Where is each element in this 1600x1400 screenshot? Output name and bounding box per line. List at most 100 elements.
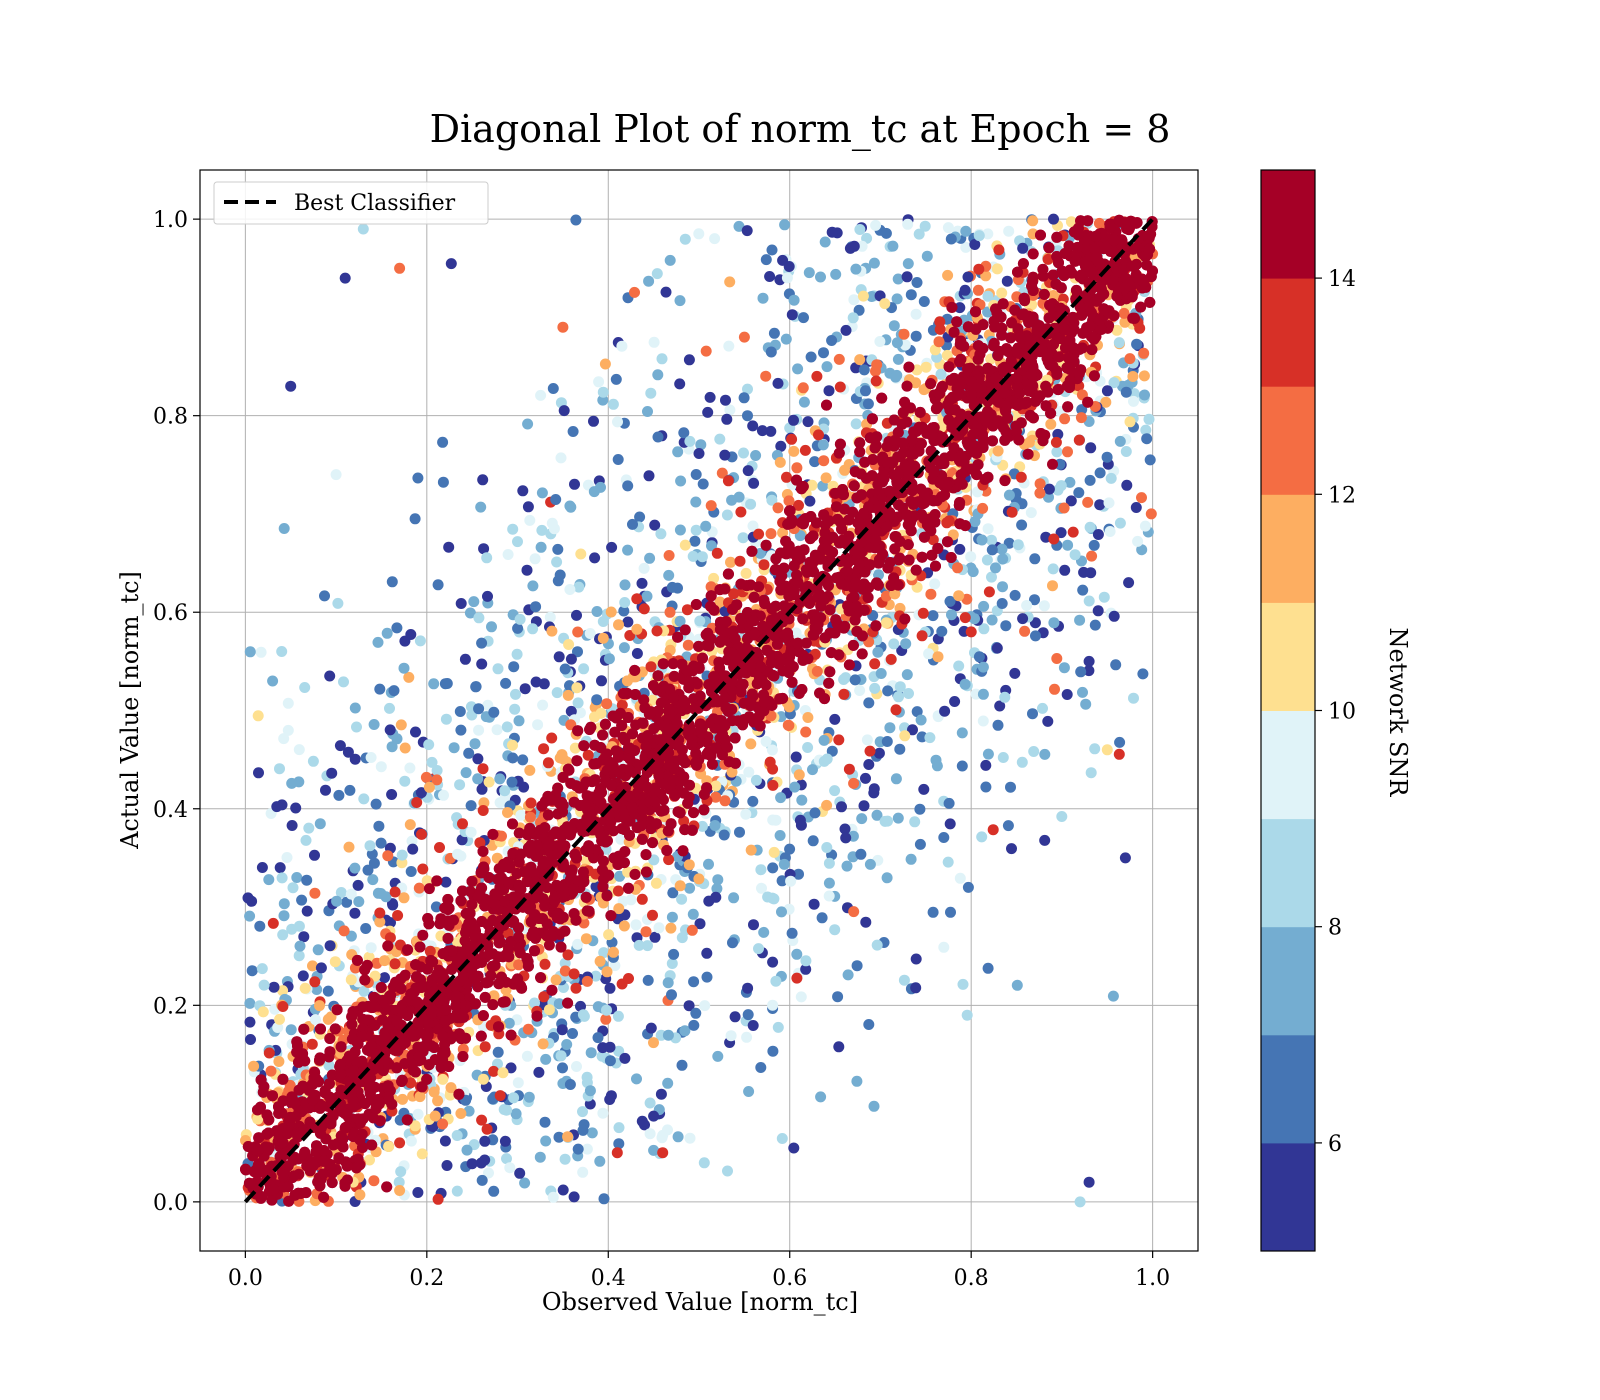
data-point	[688, 1019, 700, 1031]
data-point	[734, 555, 746, 567]
data-point	[645, 387, 657, 399]
data-point	[793, 769, 805, 781]
data-point	[349, 702, 361, 714]
data-point	[674, 880, 686, 892]
data-point	[634, 511, 646, 523]
data-point	[1130, 502, 1142, 513]
data-point	[242, 892, 254, 904]
data-point	[540, 1053, 552, 1065]
data-point	[430, 901, 442, 913]
data-point	[592, 1001, 604, 1013]
data-point	[949, 696, 961, 707]
data-point	[414, 1091, 426, 1103]
data-point	[543, 1004, 555, 1016]
data-point	[973, 651, 985, 663]
data-point	[278, 523, 290, 534]
data-point	[636, 893, 648, 905]
data-point	[724, 404, 736, 416]
data-point	[384, 724, 396, 736]
data-point	[368, 857, 380, 869]
data-point	[651, 268, 663, 280]
data-point	[366, 848, 378, 860]
data-point	[609, 960, 621, 972]
data-point	[719, 795, 731, 807]
data-point	[863, 697, 875, 709]
data-point	[501, 721, 513, 733]
data-point	[727, 937, 738, 949]
data-point	[767, 956, 779, 968]
data-point	[429, 1110, 441, 1122]
data-point	[315, 962, 327, 974]
data-point	[373, 820, 385, 832]
data-point	[564, 584, 576, 595]
data-point	[833, 734, 845, 746]
data-point	[1123, 577, 1135, 589]
data-point	[537, 699, 549, 711]
data-point	[399, 775, 411, 787]
data-point	[689, 535, 701, 547]
data-point	[826, 335, 838, 346]
data-point	[572, 626, 584, 638]
data-point	[798, 312, 809, 324]
data-point	[1064, 476, 1076, 488]
data-point	[990, 562, 1001, 574]
data-point	[1085, 567, 1097, 579]
data-point	[464, 607, 476, 619]
data-point	[332, 597, 344, 609]
data-point	[791, 972, 803, 984]
data-point	[790, 751, 802, 763]
data-point	[709, 233, 721, 245]
data-point	[864, 745, 876, 757]
data-point	[986, 571, 997, 583]
data-point	[398, 662, 410, 674]
data-point	[558, 405, 570, 417]
data-point	[726, 766, 738, 778]
data-point	[437, 1118, 449, 1130]
data-point	[980, 759, 992, 771]
data-point	[307, 755, 319, 767]
data-point	[538, 991, 550, 1003]
data-point	[737, 532, 749, 544]
data-point	[712, 874, 724, 886]
data-point	[586, 1127, 598, 1139]
data-point	[581, 1071, 593, 1083]
data-point	[645, 661, 657, 673]
data-point	[1039, 748, 1051, 760]
data-point	[386, 789, 398, 800]
data-point	[522, 501, 534, 513]
data-point	[758, 559, 770, 571]
data-point	[468, 596, 480, 608]
data-point	[277, 1001, 289, 1012]
data-point	[610, 373, 622, 385]
data-point	[682, 639, 694, 651]
data-point	[507, 739, 518, 751]
data-point	[374, 907, 386, 919]
data-point	[856, 813, 868, 825]
data-point	[880, 227, 892, 239]
data-point	[405, 1135, 417, 1147]
data-point	[244, 997, 256, 1009]
data-point	[515, 809, 527, 821]
data-point	[532, 719, 544, 731]
data-point	[910, 308, 922, 320]
data-point	[1042, 715, 1054, 727]
data-point	[648, 1110, 660, 1122]
data-point	[631, 1073, 642, 1085]
data-point	[338, 925, 350, 937]
data-point	[437, 1073, 449, 1085]
data-point	[665, 922, 677, 934]
data-point	[1047, 563, 1059, 575]
data-point	[784, 843, 796, 855]
data-point	[1047, 580, 1058, 592]
data-point	[469, 738, 481, 750]
data-point	[1047, 290, 1059, 301]
data-point	[738, 392, 750, 404]
data-point	[253, 767, 264, 779]
data-point	[1118, 307, 1130, 319]
data-point	[349, 907, 361, 919]
data-point	[555, 1050, 567, 1062]
data-point	[820, 472, 832, 484]
data-point	[960, 225, 972, 237]
data-point	[899, 730, 911, 742]
